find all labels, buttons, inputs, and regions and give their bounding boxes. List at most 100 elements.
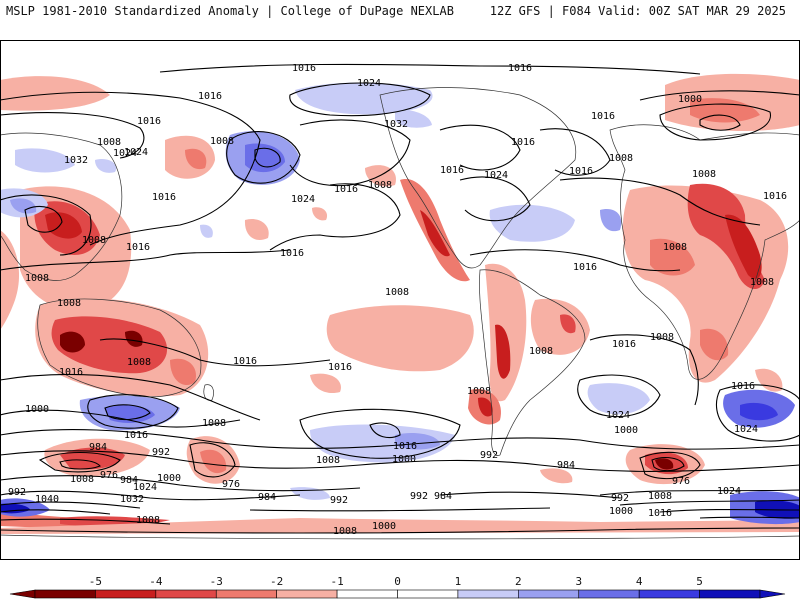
colorbar-tick-label: -3 [210,575,223,588]
isobar-label: 1008 [202,418,226,429]
isobar-label: 1016 [648,508,672,519]
colorbar-tick-label: -2 [270,575,283,588]
isobar-label: 1040 [35,494,59,505]
isobar-label: 1016 [393,441,417,452]
colorbar-swatch [397,589,459,599]
isobar-label: 1008 [316,455,340,466]
isobar-label: 1008 [25,273,49,284]
colorbar-swatch [638,589,700,599]
isobar-label: 992 [480,450,498,461]
isobar-label: 1032 [120,494,144,505]
isobar-label: 1016 [59,367,83,378]
isobar-label: 1016 [126,242,150,253]
isobar-label: 984 [258,492,276,503]
isobar-label: 1016 [328,362,352,373]
isobar-label: 1008 [650,332,674,343]
map-title: MSLP 1981-2010 Standardized Anomaly | Co… [6,4,454,18]
model-run-info: 12Z GFS | F084 Valid: 00Z SAT MAR 29 202… [489,4,786,18]
mslp-anomaly-map: 1016 1024 1016 1016 1000 1016 1008 1024 … [0,40,800,560]
isobar-label: 1024 [717,486,741,497]
isobar-label: 1008 [127,357,151,368]
isobar-label: 992 [410,491,428,502]
isobar-label: 1016 [763,191,787,202]
isobar-label: 1024 [734,424,758,435]
isobar-label: 976 [100,470,118,481]
isobar-label: 1024 [357,78,381,89]
isobar-label: 1016 [233,356,257,367]
isobar-label: 984 [120,475,138,486]
colorbar-tick-labels: -5 -4 -3 -2 -1 0 1 2 3 4 5 [89,575,703,588]
isobar-label: 1008 [70,474,94,485]
colorbar-arrow-right [759,589,786,599]
colorbar-tick-label: 0 [394,575,401,588]
anomaly-colorbar: -5 -4 -3 -2 -1 0 1 2 3 4 5 [9,575,786,599]
isobar-label: 984 [557,460,575,471]
isobar-label: 1000 [609,506,633,517]
colorbar-swatches [9,589,786,599]
colorbar-arrow-left [9,589,36,599]
isobar-label: 1000 [25,404,49,415]
colorbar-swatch [155,589,217,599]
colorbar-tick-label: 5 [696,575,703,588]
isobar-label: 1008 [136,515,160,526]
isobar-label: 1008 [750,277,774,288]
isobar-label: 992 [611,493,629,504]
isobar-label: 1016 [569,166,593,177]
isobar-label: 1032 [64,155,88,166]
isobar-label: 1008 [210,136,234,147]
isobar-label: 992 [152,447,170,458]
isobar-label: 1008 [57,298,81,309]
colorbar-swatch [336,589,398,599]
colorbar-tick-label: -5 [89,575,102,588]
isobar-label: 1016 [440,165,464,176]
isobar-label: 1016 [280,248,304,259]
isobar-label: 1008 [648,491,672,502]
isobar-label: 1000 [372,521,396,532]
colorbar-tick-label: -4 [149,575,163,588]
colorbar-tick-label: -1 [330,575,343,588]
isobar-label: 1016 [511,137,535,148]
isobar-label: 1016 [198,91,222,102]
colorbar-swatch [457,589,519,599]
isobar-label: 992 [8,487,26,498]
colorbar-tick-label: 3 [575,575,582,588]
isobar-label: 992 [330,495,348,506]
isobar-label: 1024 [291,194,315,205]
colorbar-swatch [34,589,96,599]
isobar-label: 1016 [292,63,316,74]
isobar-label: 1016 [137,116,161,127]
isobar-label: 1024 [124,147,148,158]
isobar-label: 1008 [467,386,491,397]
colorbar-swatch [95,589,157,599]
positive-anomaly-areas [0,82,800,525]
colorbar-tick-label: 2 [515,575,522,588]
coastlines [0,87,800,540]
isobar-label: 984 [434,491,452,502]
isobar-label: 1024 [133,482,157,493]
isobar-label: 1008 [368,180,392,191]
isobar-label: 1016 [731,381,755,392]
isobar-label: 1000 [678,94,702,105]
colorbar-swatch [276,589,338,599]
isobar-label: 1008 [385,287,409,298]
colorbar-swatch [215,589,277,599]
isobar-label-layer: 1016 1024 1016 1016 1000 1016 1008 1024 … [8,63,787,537]
colorbar-swatch [699,589,761,599]
isobar-label: 1008 [692,169,716,180]
colorbar-swatch [578,589,640,599]
isobar-label: 1000 [157,473,181,484]
isobar-label: 976 [672,476,690,487]
isobars [0,63,800,534]
isobar-label: 1008 [663,242,687,253]
isobar-label: 1008 [529,346,553,357]
isobar-label: 1008 [609,153,633,164]
isobar-label: 1016 [124,430,148,441]
isobar-label: 1008 [97,137,121,148]
isobar-label: 1016 [334,184,358,195]
isobar-label: 1032 [384,119,408,130]
isobar-label: 1016 [508,63,532,74]
isobar-label: 1024 [606,410,630,421]
isobar-label: 1024 [113,148,137,159]
isobar-label: 1008 [333,526,357,537]
colorbar-swatch [518,589,580,599]
